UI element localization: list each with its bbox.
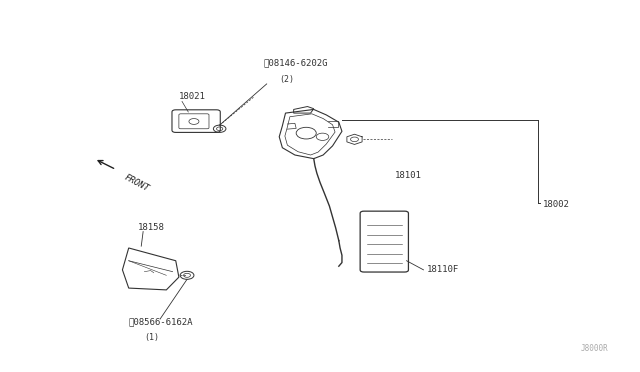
Text: Ⓢ08566-6162A: Ⓢ08566-6162A (129, 318, 193, 327)
Text: 18002: 18002 (543, 200, 570, 209)
Text: 18158: 18158 (138, 223, 165, 232)
Text: 18110F: 18110F (427, 265, 459, 274)
Text: FRONT: FRONT (122, 173, 150, 194)
Text: J8000R: J8000R (580, 344, 609, 353)
Text: Ⓑ08146-6202G: Ⓑ08146-6202G (264, 59, 328, 68)
Text: 18101: 18101 (396, 171, 422, 180)
Text: (2): (2) (279, 75, 294, 84)
Text: (1): (1) (145, 333, 159, 342)
Text: 18021: 18021 (179, 92, 205, 100)
